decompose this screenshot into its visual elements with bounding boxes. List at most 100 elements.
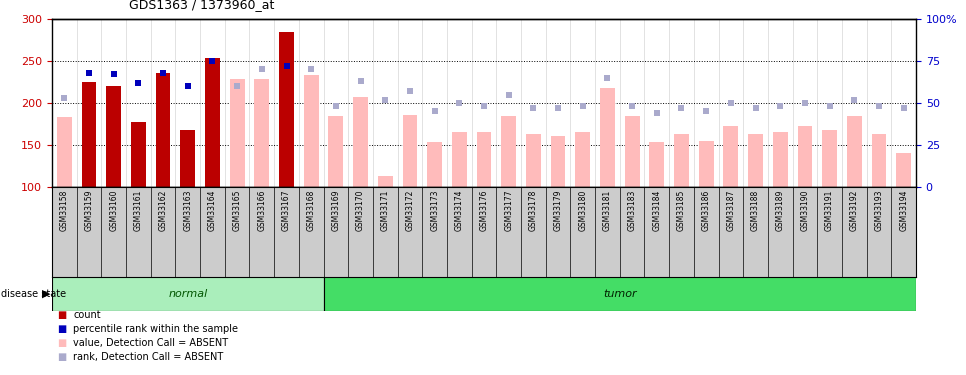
Bar	[378, 176, 392, 187]
Bar	[328, 117, 343, 187]
Point	[81, 70, 97, 76]
Text: GSM33174: GSM33174	[455, 190, 464, 231]
Text: ■: ■	[57, 338, 66, 348]
Text: GSM33184: GSM33184	[652, 190, 662, 231]
Point	[427, 108, 442, 114]
Text: GSM33179: GSM33179	[554, 190, 562, 231]
Point	[205, 58, 220, 64]
Bar	[748, 134, 763, 187]
Bar	[501, 116, 516, 187]
Bar	[403, 115, 417, 187]
Text: disease state: disease state	[1, 289, 66, 299]
Bar	[106, 86, 121, 187]
Text: GSM33167: GSM33167	[282, 190, 291, 231]
Point	[57, 95, 72, 101]
Bar	[773, 132, 787, 187]
Bar	[847, 116, 862, 187]
Point	[130, 80, 146, 86]
Point	[402, 88, 417, 94]
Bar	[698, 141, 714, 187]
Bar	[81, 82, 97, 187]
Text: GSM33193: GSM33193	[874, 190, 884, 231]
Text: GSM33186: GSM33186	[701, 190, 711, 231]
Text: GSM33187: GSM33187	[726, 190, 735, 231]
Bar	[600, 88, 614, 187]
Bar	[254, 80, 270, 187]
Text: GSM33158: GSM33158	[60, 190, 69, 231]
Text: normal: normal	[168, 289, 208, 299]
Point	[279, 63, 295, 69]
Point	[724, 100, 739, 106]
Bar	[279, 32, 294, 187]
Text: GSM33164: GSM33164	[208, 190, 217, 231]
Point	[649, 110, 665, 116]
Bar	[427, 142, 442, 187]
Bar	[181, 130, 195, 187]
Text: GSM33180: GSM33180	[579, 190, 587, 231]
Bar	[551, 136, 565, 187]
Text: GSM33170: GSM33170	[356, 190, 365, 231]
Text: GSM33191: GSM33191	[825, 190, 834, 231]
Point	[156, 70, 171, 76]
Text: GSM33166: GSM33166	[257, 190, 267, 231]
Bar	[324, 277, 916, 311]
Text: GSM33163: GSM33163	[184, 190, 192, 231]
Point	[895, 105, 911, 111]
Text: GSM33168: GSM33168	[306, 190, 316, 231]
Bar	[625, 117, 639, 187]
Point	[698, 108, 714, 114]
Bar	[871, 134, 887, 187]
Bar	[52, 277, 324, 311]
Bar	[674, 134, 689, 187]
Text: GSM33171: GSM33171	[381, 190, 389, 231]
Text: GSM33183: GSM33183	[628, 190, 637, 231]
Bar	[303, 75, 319, 187]
Point	[180, 83, 195, 89]
Bar	[452, 132, 467, 187]
Bar	[576, 132, 590, 187]
Bar	[354, 97, 368, 187]
Text: percentile rank within the sample: percentile rank within the sample	[73, 324, 239, 334]
Bar	[476, 132, 492, 187]
Point	[551, 105, 566, 111]
Point	[303, 66, 319, 72]
Text: GSM33176: GSM33176	[479, 190, 489, 231]
Point	[451, 100, 467, 106]
Point	[600, 75, 615, 81]
Bar	[57, 117, 71, 187]
Bar	[230, 80, 244, 187]
Text: GSM33162: GSM33162	[158, 190, 167, 231]
Point	[748, 105, 763, 111]
Point	[575, 104, 590, 110]
Text: ▶: ▶	[42, 289, 50, 299]
Text: rank, Detection Call = ABSENT: rank, Detection Call = ABSENT	[73, 352, 223, 362]
Text: GSM33185: GSM33185	[677, 190, 686, 231]
Point	[871, 104, 887, 110]
Bar	[526, 134, 541, 187]
Text: GSM33169: GSM33169	[331, 190, 340, 231]
Point	[229, 83, 244, 89]
Text: GSM33177: GSM33177	[504, 190, 513, 231]
Bar	[896, 153, 911, 187]
Text: tumor: tumor	[603, 289, 637, 299]
Point	[624, 104, 639, 110]
Bar	[131, 122, 146, 187]
Text: GSM33173: GSM33173	[430, 190, 440, 231]
Text: value, Detection Call = ABSENT: value, Detection Call = ABSENT	[73, 338, 228, 348]
Bar	[649, 142, 665, 187]
Text: GSM33192: GSM33192	[850, 190, 859, 231]
Point	[773, 104, 788, 110]
Text: count: count	[73, 310, 100, 320]
Point	[526, 105, 541, 111]
Point	[846, 97, 862, 103]
Text: GSM33178: GSM33178	[528, 190, 538, 231]
Point	[501, 92, 517, 98]
Point	[673, 105, 689, 111]
Point	[822, 104, 838, 110]
Text: GSM33188: GSM33188	[751, 190, 760, 231]
Point	[328, 104, 344, 110]
Point	[353, 78, 368, 84]
Text: GSM33165: GSM33165	[233, 190, 242, 231]
Point	[254, 66, 270, 72]
Bar	[205, 58, 220, 187]
